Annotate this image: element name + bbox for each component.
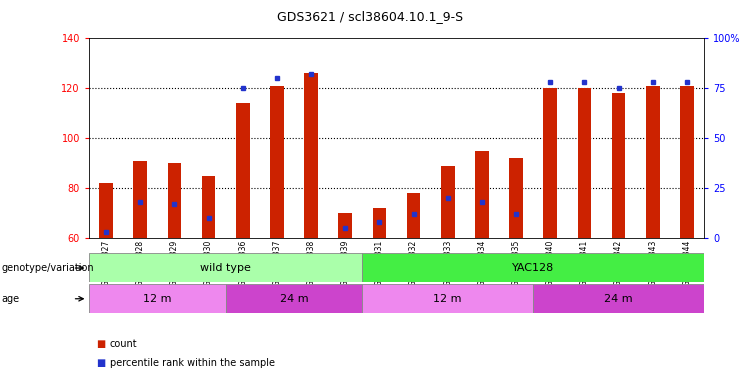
Bar	[133, 161, 147, 238]
Bar	[441, 166, 454, 238]
Bar	[533, 284, 704, 313]
Text: 12 m: 12 m	[143, 293, 171, 304]
Text: 12 m: 12 m	[433, 293, 462, 304]
Bar	[612, 93, 625, 238]
Bar	[646, 86, 659, 238]
Bar	[89, 253, 362, 282]
Bar	[509, 158, 523, 238]
Text: count: count	[110, 339, 137, 349]
Text: GDS3621 / scl38604.10.1_9-S: GDS3621 / scl38604.10.1_9-S	[277, 10, 464, 23]
Text: wild type: wild type	[200, 263, 251, 273]
Bar	[362, 253, 704, 282]
Text: YAC128: YAC128	[512, 263, 554, 273]
Bar	[89, 284, 225, 313]
Bar	[339, 213, 352, 238]
Text: age: age	[1, 294, 19, 304]
Bar	[475, 151, 488, 238]
Text: percentile rank within the sample: percentile rank within the sample	[110, 358, 275, 368]
Text: ■: ■	[96, 339, 105, 349]
Bar	[373, 208, 386, 238]
Bar	[270, 86, 284, 238]
Bar	[225, 284, 362, 313]
Bar	[407, 193, 420, 238]
Bar	[304, 73, 318, 238]
Text: 24 m: 24 m	[279, 293, 308, 304]
Text: 24 m: 24 m	[604, 293, 633, 304]
Text: genotype/variation: genotype/variation	[1, 263, 94, 273]
Text: ■: ■	[96, 358, 105, 368]
Bar	[362, 284, 533, 313]
Bar	[543, 88, 557, 238]
Bar	[167, 163, 181, 238]
Bar	[202, 175, 216, 238]
Bar	[680, 86, 694, 238]
Bar	[236, 103, 250, 238]
Bar	[577, 88, 591, 238]
Bar	[99, 183, 113, 238]
